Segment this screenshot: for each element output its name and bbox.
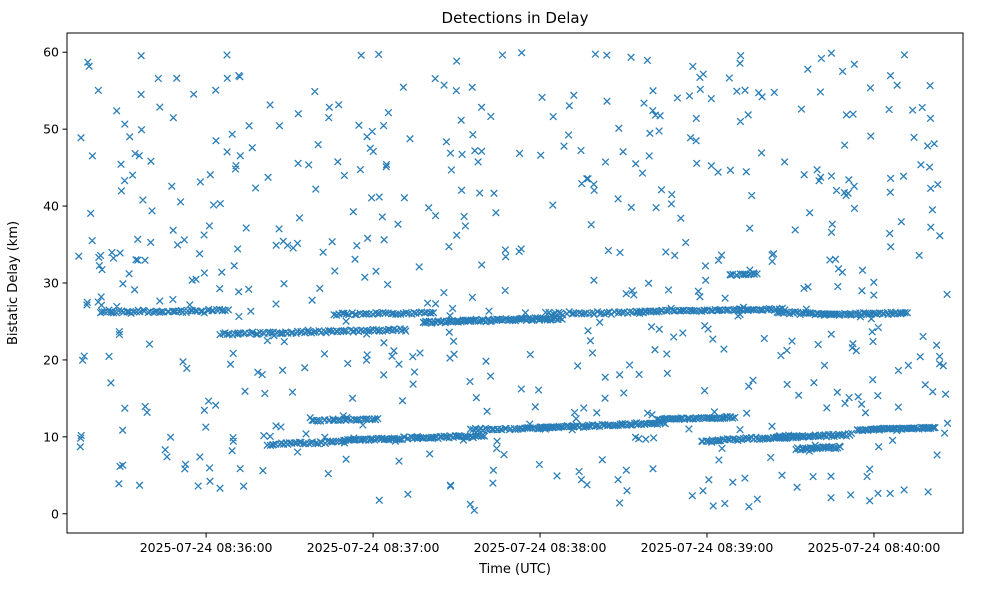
x-tick-label: 2025-07-24 08:39:00	[641, 540, 774, 555]
x-tick-label: 2025-07-24 08:37:00	[307, 540, 440, 555]
y-tick-label: 50	[43, 122, 59, 137]
y-tick-label: 10	[43, 429, 59, 444]
y-tick-label: 60	[43, 45, 59, 60]
x-axis-label: Time (UTC)	[478, 562, 551, 577]
scatter-points-layer	[75, 49, 952, 515]
y-tick-label: 0	[51, 506, 59, 521]
chart-title: Detections in Delay	[442, 9, 589, 27]
x-tick-label: 2025-07-24 08:40:00	[808, 540, 941, 555]
x-tick-label: 2025-07-24 08:38:00	[474, 540, 607, 555]
y-tick-label: 30	[43, 276, 59, 291]
scatter-points	[75, 49, 952, 515]
x-tick-label: 2025-07-24 08:36:00	[140, 540, 273, 555]
ticks-layer: 2025-07-24 08:36:00 2025-07-24 08:37:00 20…	[43, 45, 940, 555]
y-tick-label: 20	[43, 352, 59, 367]
y-axis-label: Bistatic Delay (km)	[6, 221, 21, 345]
y-tick-label: 40	[43, 199, 59, 214]
